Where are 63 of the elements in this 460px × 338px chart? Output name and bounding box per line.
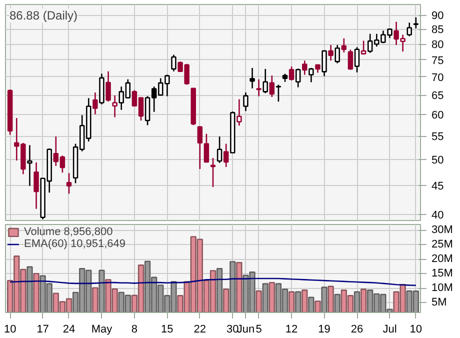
candlestick <box>276 84 282 102</box>
x-tick-label: Jul <box>382 324 397 336</box>
x-tick-label: 19 <box>318 324 330 336</box>
y-tick-label: 55 <box>432 131 444 144</box>
candlestick <box>106 70 111 102</box>
y-tick-label: 60 <box>432 110 444 122</box>
candlestick <box>250 67 255 90</box>
x-tick-label: 26 <box>350 324 364 336</box>
y-tick-label: 10M <box>432 282 453 294</box>
y-tick-label: 5M <box>432 296 447 309</box>
candlestick <box>341 38 347 54</box>
candlestick <box>243 92 248 112</box>
y-tick-label: 30M <box>432 224 453 236</box>
candlestick <box>295 68 301 88</box>
candlestick <box>348 49 354 70</box>
y-tick-label: 70 <box>432 72 444 84</box>
x-tick-label: 10 <box>410 324 422 336</box>
candlestick <box>328 44 334 62</box>
y-tick-label: 80 <box>432 39 444 52</box>
x-tick-label: 22 <box>194 324 206 336</box>
y-tick-label: 65 <box>432 90 444 102</box>
legend-label: Volume 8,956,800 <box>24 226 113 238</box>
legend-label: EMA(60) 10,951,649 <box>24 238 126 250</box>
x-tick-label: 17 <box>36 324 49 336</box>
candlestick <box>204 133 210 164</box>
y-tick-label: 50 <box>432 154 444 166</box>
candlestick <box>302 60 308 76</box>
y-tick-label: 20M <box>432 253 453 266</box>
x-tick-label: 10 <box>4 324 16 336</box>
candlestick <box>197 125 203 170</box>
candlestick <box>269 74 275 98</box>
x-tick-label: 5 <box>256 324 262 336</box>
x-tick-label: 15 <box>161 324 174 336</box>
candlestick <box>308 67 314 83</box>
x-tick-label: Jun <box>236 324 255 336</box>
y-tick-label: 85 <box>432 24 444 36</box>
line-series <box>9 278 417 286</box>
y-tick-label: 15M <box>432 268 453 280</box>
candlestick <box>262 68 268 94</box>
y-tick-label: 45 <box>432 180 444 192</box>
candlestick <box>210 157 216 188</box>
x-tick-label: 12 <box>285 324 298 336</box>
candlestick <box>256 78 262 97</box>
y-tick-label: 40 <box>432 209 444 222</box>
y-tick-label: 90 <box>432 10 444 22</box>
candlestick <box>223 143 229 168</box>
candlestick <box>406 22 412 37</box>
candlestick <box>66 172 72 194</box>
candlestick <box>27 144 32 187</box>
x-tick-label: May <box>91 324 113 336</box>
chart-title: 86.88 (Daily) <box>10 8 78 22</box>
candlestick <box>216 136 222 164</box>
candlestick <box>334 44 340 64</box>
x-tick-label: 30 <box>226 324 239 336</box>
candlestick <box>92 92 98 115</box>
x-tick-label: 24 <box>62 324 76 336</box>
candlestick <box>34 162 39 210</box>
x-tick-label: 8 <box>131 324 138 336</box>
candlestick <box>322 50 327 77</box>
candlestick <box>171 54 176 72</box>
y-tick-label: 25M <box>432 238 453 251</box>
y-tick-label: 75 <box>432 54 444 67</box>
candlestick <box>288 66 294 82</box>
